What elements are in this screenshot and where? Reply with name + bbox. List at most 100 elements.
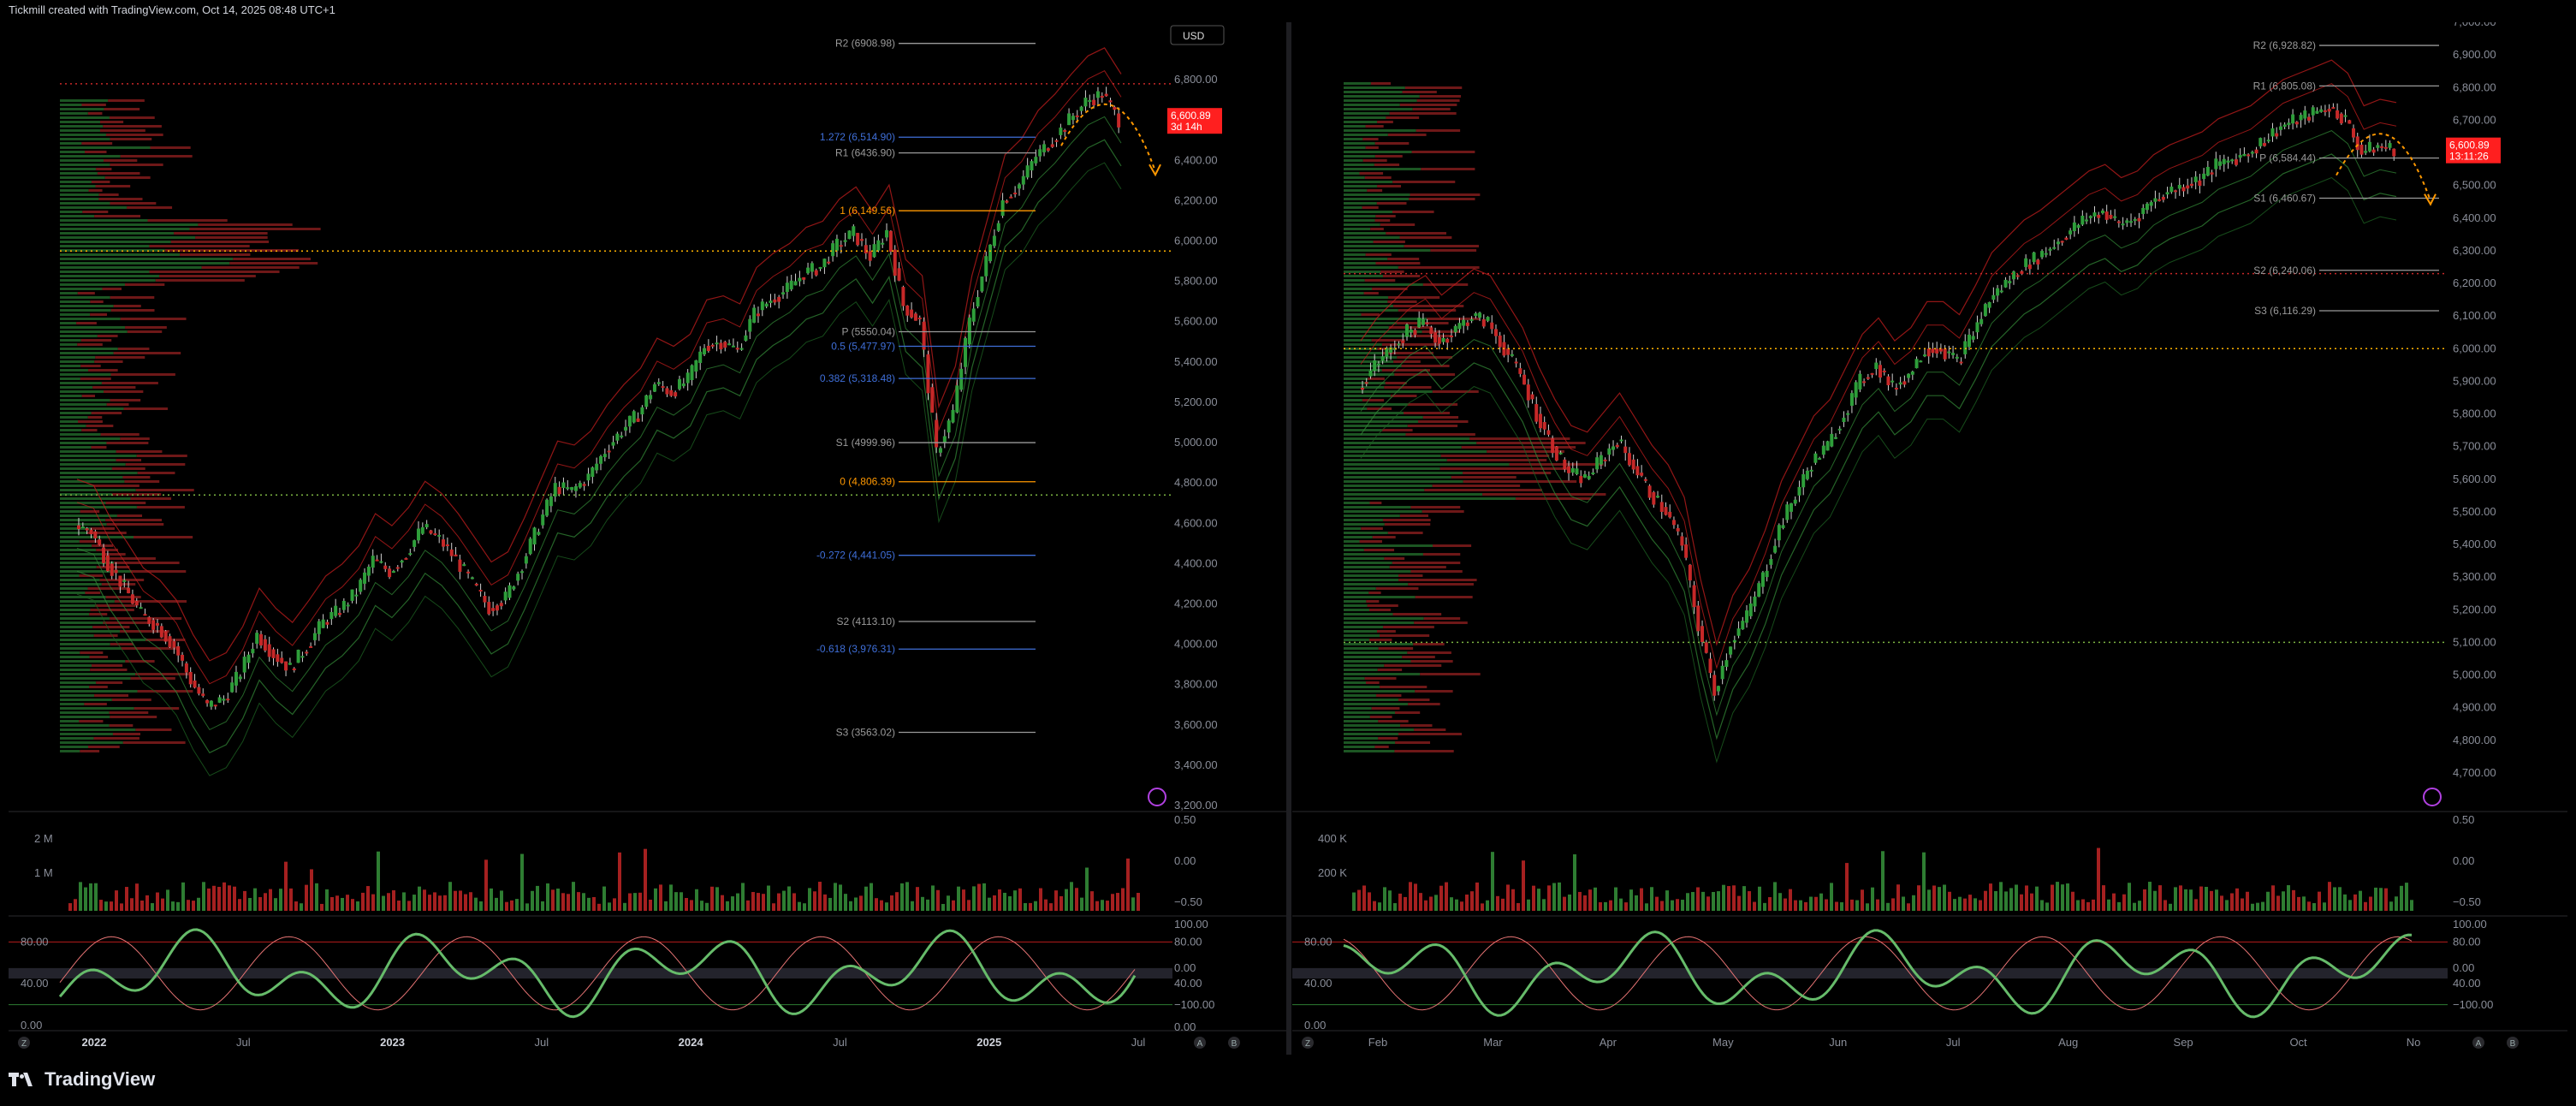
volume-bar bbox=[366, 886, 370, 911]
candle-body bbox=[947, 420, 951, 433]
candle-body bbox=[1429, 327, 1433, 335]
volume-profile-bar bbox=[60, 215, 95, 217]
volume-bar bbox=[145, 895, 149, 911]
volume-profile-bar bbox=[105, 502, 146, 504]
chart-pane-left[interactable]: 7,000.006,800.006,600.006,400.006,200.00… bbox=[9, 22, 1287, 1055]
volume-profile-bar bbox=[1424, 489, 1542, 491]
volume-profile-bar bbox=[60, 677, 131, 680]
volume-profile-bar bbox=[1344, 540, 1360, 543]
volume-profile-bar bbox=[1412, 108, 1451, 110]
volume-profile-bar bbox=[1422, 283, 1469, 286]
volume-profile-bar bbox=[1392, 181, 1456, 183]
candle-body bbox=[1088, 100, 1092, 103]
candle-body bbox=[251, 648, 255, 654]
pivot-level-label: 1.272 (6,514.90) bbox=[820, 131, 895, 143]
volume-profile-bar bbox=[110, 716, 157, 718]
volume-profile-bar bbox=[78, 420, 103, 423]
volume-profile-bar bbox=[1344, 557, 1385, 560]
candle-body bbox=[2060, 241, 2064, 243]
volume-bar bbox=[1470, 891, 1474, 911]
candle-body bbox=[1075, 115, 1079, 117]
volume-bar bbox=[284, 861, 288, 911]
candle-body bbox=[383, 565, 388, 569]
pane-divider[interactable] bbox=[1286, 22, 1291, 1055]
candle-body bbox=[1907, 373, 1911, 378]
band-line bbox=[76, 116, 1122, 731]
volume-axis-label: 1 M bbox=[34, 866, 53, 879]
volume-profile-bar bbox=[92, 386, 136, 389]
volume-bar bbox=[674, 892, 678, 911]
volume-profile-bar bbox=[93, 485, 139, 487]
volume-bar bbox=[828, 897, 832, 911]
volume-profile-bar bbox=[1344, 241, 1374, 243]
volume-profile-bar bbox=[1509, 463, 1604, 466]
candle-body bbox=[2027, 265, 2032, 270]
volume-bar bbox=[2035, 886, 2039, 911]
volume-bar bbox=[1522, 860, 1525, 911]
candle-body bbox=[1999, 290, 2003, 293]
volume-right-tick: 0.00 bbox=[1174, 854, 1196, 867]
volume-bar bbox=[2328, 882, 2331, 911]
volume-profile-bar bbox=[1344, 733, 1398, 735]
volume-profile-bar bbox=[1344, 485, 1433, 487]
axis-button[interactable] bbox=[18, 1037, 30, 1049]
axis-button[interactable] bbox=[1228, 1037, 1240, 1049]
candle-body bbox=[1854, 382, 1858, 398]
volume-bar bbox=[176, 901, 180, 911]
volume-profile-bar bbox=[1344, 741, 1396, 744]
candle-body bbox=[827, 261, 831, 264]
candle-body bbox=[1716, 686, 1720, 692]
volume-profile-bar bbox=[1344, 125, 1366, 128]
volume-profile-bar bbox=[113, 352, 181, 354]
volume-profile-bar bbox=[1398, 699, 1430, 701]
candle-body bbox=[582, 484, 586, 486]
chart-pane-right[interactable]: 7,000.006,900.006,800.006,700.006,600.00… bbox=[1292, 22, 2567, 1055]
axis-button[interactable] bbox=[1194, 1037, 1206, 1049]
axis-button[interactable] bbox=[1302, 1037, 1314, 1049]
candle-body bbox=[930, 387, 935, 413]
volume-profile-bar bbox=[1344, 305, 1394, 307]
candle-body bbox=[2383, 146, 2388, 149]
volume-profile-bar bbox=[1344, 480, 1463, 483]
volume-bar bbox=[335, 895, 339, 911]
volume-profile-bar bbox=[60, 305, 114, 307]
y-tick-label: 5,800.00 bbox=[2453, 407, 2496, 420]
candle-body bbox=[557, 486, 561, 495]
axis-button[interactable] bbox=[2507, 1037, 2519, 1049]
candle-body bbox=[578, 483, 582, 488]
candle-body bbox=[2052, 247, 2057, 249]
candle-body bbox=[532, 527, 537, 544]
volume-profile-bar bbox=[1344, 497, 1516, 500]
candle-body bbox=[151, 620, 156, 630]
candle-body bbox=[329, 611, 334, 620]
y-tick-label: 4,800.00 bbox=[1174, 476, 1218, 489]
candle-body bbox=[1445, 338, 1450, 343]
candle-body bbox=[114, 569, 118, 574]
candle-body bbox=[242, 657, 246, 673]
volume-bar bbox=[181, 882, 185, 911]
volume-bar bbox=[2122, 894, 2126, 911]
volume-profile-bar bbox=[60, 373, 111, 376]
tradingview-brand[interactable]: TradingView bbox=[9, 1068, 155, 1091]
volume-bar bbox=[2153, 890, 2157, 911]
candle-body bbox=[640, 407, 644, 415]
volume-profile-bar bbox=[1344, 403, 1408, 406]
volume-bar bbox=[2389, 901, 2393, 911]
candle-body bbox=[677, 378, 681, 389]
volume-profile-bar bbox=[60, 181, 92, 183]
volume-bar bbox=[1861, 889, 1864, 911]
chart-left[interactable]: 7,000.006,800.006,600.006,400.006,200.00… bbox=[9, 22, 1287, 1055]
candle-body bbox=[2210, 172, 2214, 175]
volume-profile-bar bbox=[60, 343, 78, 346]
volume-profile-bar bbox=[1344, 493, 1483, 496]
candle-body bbox=[959, 368, 964, 390]
volume-bar bbox=[2174, 887, 2177, 911]
volume-profile-bar bbox=[60, 502, 106, 504]
candle-body bbox=[910, 309, 914, 318]
volume-profile-bar bbox=[1362, 159, 1387, 162]
axis-button[interactable] bbox=[2472, 1037, 2484, 1049]
volume-profile-bar bbox=[1344, 566, 1390, 568]
chart-right[interactable]: 7,000.006,900.006,800.006,700.006,600.00… bbox=[1292, 22, 2567, 1055]
candle-body bbox=[363, 572, 367, 584]
volume-bar bbox=[140, 901, 144, 911]
